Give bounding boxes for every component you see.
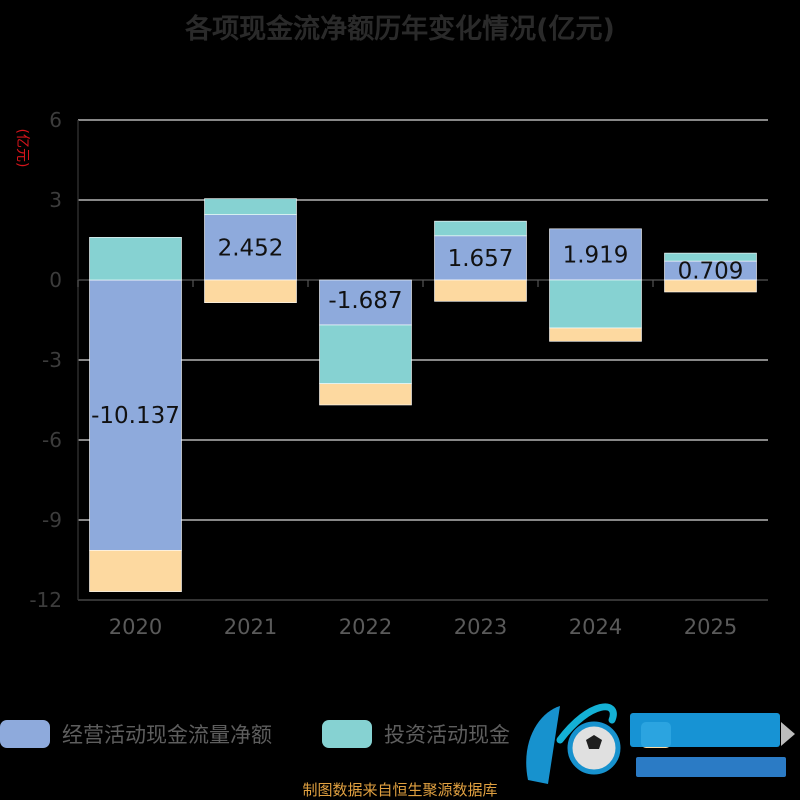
bar-2024-series-2	[549, 279, 642, 329]
y-tick-label: 0	[49, 268, 62, 292]
legend-label-operating[interactable]: 经营活动现金流量净额	[62, 723, 272, 747]
bars	[89, 198, 757, 592]
bar-2021-series-1	[204, 214, 297, 281]
chart-title: 各项现金流净额历年变化情况(亿元)	[184, 13, 615, 45]
logo-k-stroke	[526, 706, 560, 784]
data-label-2025: 0.709	[678, 259, 744, 285]
bar-2020-series-3	[89, 550, 182, 592]
watermark-logo	[526, 703, 795, 784]
y-tick-label: -3	[42, 348, 62, 372]
bar-2022-series-3	[319, 383, 412, 406]
y-tick-label: 6	[49, 108, 62, 132]
bar-2021-series-3	[204, 279, 297, 303]
x-tick-label-2025: 2025	[684, 615, 737, 639]
x-tick-label-2022: 2022	[339, 615, 392, 639]
bar-2023-series-2	[434, 220, 527, 237]
gridlines	[77, 119, 768, 601]
bar-2020-series-2	[89, 237, 182, 281]
y-tick-label: -9	[42, 508, 62, 532]
data-label-2023: 1.657	[448, 246, 514, 272]
logo-wordmark-cn	[630, 713, 780, 747]
x-tick-label-2020: 2020	[109, 615, 162, 639]
x-axis-ticks: 2020 2021 2022 2023 2024 2025	[109, 615, 737, 639]
bar-2022-series-1	[319, 279, 412, 326]
y-tick-label: -12	[29, 588, 62, 612]
data-label-2022: -1.687	[328, 288, 402, 314]
x-tick-label-2021: 2021	[224, 615, 277, 639]
bar-2025-series-3	[664, 279, 757, 293]
data-source-note: 制图数据来自恒生聚源数据库	[302, 781, 497, 799]
football-patch	[586, 735, 602, 749]
data-label-2020: -10.137	[91, 403, 180, 429]
bar-2023-series-3	[434, 279, 527, 302]
logo-k-arc	[556, 703, 617, 744]
legend-label-investing[interactable]: 投资活动现金	[384, 723, 510, 747]
bar-2024-series-3	[549, 327, 642, 342]
data-label-2021: 2.452	[218, 235, 284, 261]
legend-swatch-investing[interactable]	[322, 720, 372, 748]
bar-2022-series-2	[319, 324, 412, 384]
x-tick-label-2024: 2024	[569, 615, 622, 639]
bar-2021-series-2	[204, 198, 297, 215]
y-tick-label: -6	[42, 428, 62, 452]
y-axis-ticks: 6 3 0 -3 -6 -9 -12	[29, 108, 62, 612]
logo-wordmark-latin	[636, 757, 786, 777]
y-tick-label: 3	[49, 188, 62, 212]
data-label-2024: 1.919	[563, 242, 629, 268]
bar-2020-series-1	[89, 279, 182, 551]
football-ring	[567, 721, 621, 775]
legend-swatch-operating[interactable]	[0, 720, 50, 748]
bar-2023-series-1	[434, 235, 527, 281]
legend-next-arrow[interactable]	[781, 722, 795, 746]
data-labels: -10.137 2.452 -1.687 1.657 1.919 0.709	[91, 235, 743, 429]
bar-2025-series-2	[664, 252, 757, 262]
x-tick-label-2023: 2023	[454, 615, 507, 639]
unit-label: (亿元)	[14, 129, 30, 168]
legend: 经营活动现金流量净额 投资活动现金	[0, 720, 671, 748]
